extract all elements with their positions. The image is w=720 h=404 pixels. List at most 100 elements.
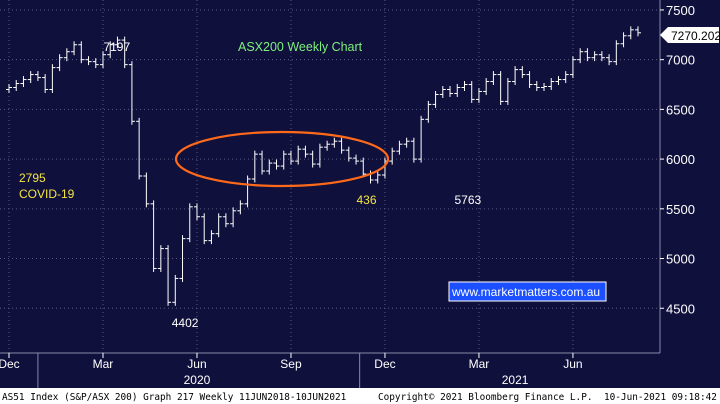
ohlc-bar-51 [374,171,381,184]
ohlc-bar-0 [6,84,12,93]
ohlc-bar-55 [403,137,410,148]
price-bars [6,26,642,306]
ohlc-bar-85 [620,32,627,48]
ohlc-bar-5 [42,74,49,93]
ohlc-bar-1 [13,80,20,91]
ohlc-bar-48 [353,154,360,165]
ohlc-bar-86 [627,26,634,40]
x-tick-label-4: Dec [374,357,395,371]
ohlc-bar-42 [309,150,316,168]
ohlc-bar-10 [78,41,85,64]
ohlc-bar-21 [157,245,164,272]
ohlc-bar-66 [483,78,490,95]
ohlc-bar-27 [201,213,208,245]
ohlc-bar-35 [259,150,266,175]
ohlc-bar-38 [280,150,287,170]
ohlc-bar-3 [27,71,34,84]
ohlc-bar-83 [606,54,613,66]
ohlc-bar-44 [324,140,331,151]
ohlc-bar-63 [461,81,468,91]
ohlc-bar-72 [526,71,533,89]
ohlc-bar-12 [92,58,99,69]
annotation-1: 4402 [172,316,199,330]
ohlc-bar-87 [635,26,642,37]
ohlc-bar-30 [222,213,229,228]
ohlc-bar-37 [273,159,280,170]
ohlc-bar-61 [447,86,454,97]
ohlc-bar-22 [165,245,172,306]
ohlc-bar-81 [591,51,598,62]
ohlc-bar-15 [114,36,121,49]
consolidation-ellipse [174,130,390,188]
ohlc-bar-75 [548,78,555,90]
ohlc-bar-9 [71,41,78,56]
last-price-label: 7270.202 [671,29,720,43]
ohlc-bar-46 [338,137,345,154]
ohlc-bar-82 [598,51,605,62]
y-tick-label-7000: 7000 [666,53,695,68]
ohlc-bar-36 [266,159,273,175]
x-axis-ticks: Dec Mar Jun Sep Dec Mar Jun 2020 2021 [0,353,583,388]
annotation-3: COVID-19 [19,187,75,201]
x-tick-label-2: Jun [187,357,206,371]
last-price-box: 7270.202 [660,27,720,43]
watermark-text[interactable]: www.marketmatters.com.au [451,285,600,299]
ohlc-bar-24 [179,235,186,282]
ohlc-bar-41 [302,145,309,158]
ohlc-bar-2 [20,76,27,88]
y-tick-label-5000: 5000 [666,252,695,267]
ohlc-bar-23 [172,274,179,306]
ohlc-bar-11 [85,56,92,66]
x-tick-label-5: Mar [469,357,490,371]
ohlc-bar-78 [569,56,576,79]
ohlc-bar-69 [504,78,511,105]
y-tick-label-7500: 7500 [666,3,695,18]
ohlc-bar-18 [136,117,143,180]
annotation-4: 436 [357,193,377,207]
ohlc-bar-73 [533,81,540,91]
x-tick-label-1: Mar [93,357,114,371]
y-tick-label-6000: 6000 [666,152,695,167]
annotation-5: 5763 [454,193,481,207]
x-tick-label-3: Sep [280,357,302,371]
ohlc-bar-71 [519,66,526,79]
ohlc-bar-79 [577,48,584,64]
ohlc-bar-76 [555,76,562,86]
ohlc-bar-47 [345,146,352,162]
chart-title: ASX200 Weekly Chart [238,40,363,54]
ohlc-bar-26 [193,203,200,221]
annotation-2: 2795 [19,171,46,185]
ohlc-bar-58 [425,100,432,123]
ohlc-bar-57 [418,115,425,163]
footer-left: AS51 Index (S&P/ASX 200) Graph 217 Weekl… [2,392,347,403]
ohlc-bar-32 [237,200,244,215]
y-axis-ticks: 4500 5000 5500 6000 6500 7000 7500 [660,3,695,316]
footer-right: 10-Jun-2021 09:18:42 [604,392,717,403]
ohlc-bar-56 [410,137,417,163]
ohlc-bar-49 [360,157,367,178]
ohlc-bar-16 [121,36,128,69]
ohlc-bar-4 [34,71,41,82]
ohlc-bar-40 [295,145,302,165]
ohlc-bar-20 [150,200,157,272]
ohlc-bar-65 [475,88,482,103]
x-tick-label-6: Jun [563,357,582,371]
ohlc-bar-77 [562,71,569,84]
ohlc-bar-19 [143,172,150,208]
ohlc-bar-45 [331,137,338,148]
ohlc-bar-14 [107,41,114,59]
ohlc-bar-17 [128,61,135,125]
footer-bar [0,388,720,404]
ohlc-bar-25 [186,203,193,243]
ohlc-bar-68 [497,71,504,105]
ohlc-bar-59 [432,90,439,108]
ohlc-bar-80 [584,48,591,62]
annotation-0: 7197 [103,40,130,54]
ohlc-bar-13 [99,51,106,69]
x-tick-label-0: Dec [0,357,20,371]
ohlc-bar-31 [230,207,237,228]
watermark[interactable]: www.marketmatters.com.au [448,281,607,302]
ohlc-bar-84 [613,40,620,66]
